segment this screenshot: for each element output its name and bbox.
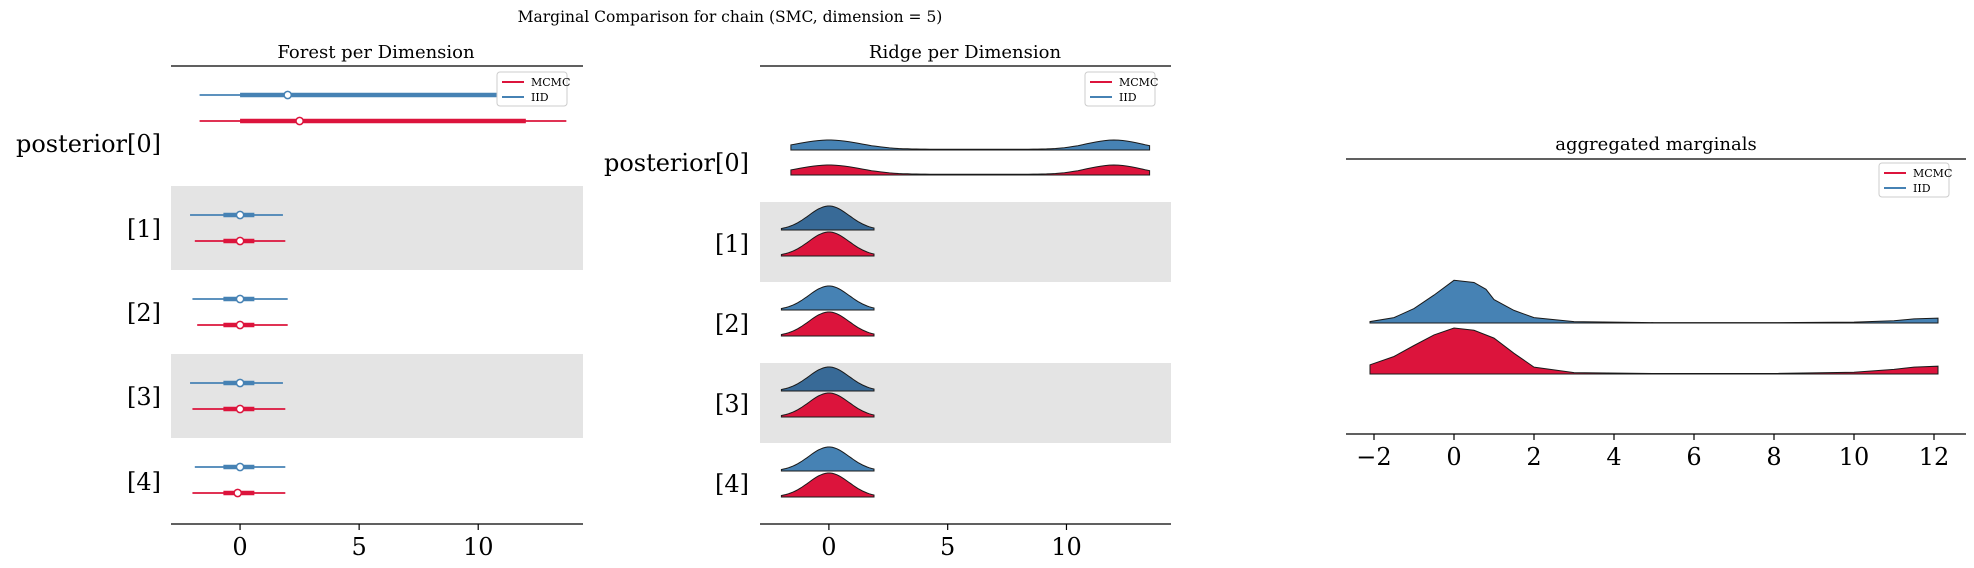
- ridge-density-iid-2: [780, 285, 875, 311]
- aggregated-tick-label-2: 2: [1526, 443, 1541, 471]
- ridge-tick-label-5: 5: [940, 533, 955, 561]
- ridge-density-mcmc-3: [780, 392, 875, 418]
- forest-median-mcmc-3: [235, 404, 245, 414]
- forest-x-axis: 0 5 10: [232, 524, 493, 561]
- ridge-density-iid-0: [790, 139, 1151, 151]
- forest-tick-label-10: 10: [463, 533, 494, 561]
- aggregated-panel-title: aggregated marginals: [1555, 134, 1756, 155]
- ridge-tick-label-0: 0: [821, 533, 836, 561]
- ridge-panel: Ridge per Dimension posterior[0] [1] [2] [3…: [604, 42, 1171, 561]
- ridge-legend: MCMC IID: [1084, 71, 1158, 107]
- forest-y-label-2: [2]: [127, 299, 161, 327]
- ridge-tick-label-10: 10: [1051, 533, 1082, 561]
- forest-y-label-4: [4]: [127, 468, 161, 496]
- aggregated-tick-label-12: 12: [1919, 443, 1950, 471]
- forest-legend: MCMC IID: [496, 71, 570, 107]
- forest-median-iid-3: [235, 378, 245, 388]
- forest-median-mcmc-0: [295, 116, 304, 126]
- ridge-densities: [780, 139, 1151, 498]
- aggregated-density-mcmc: [1369, 327, 1939, 375]
- ridge-y-label-0: posterior[0]: [604, 149, 749, 177]
- figure-title: Marginal Comparison for chain (SMC, dime…: [518, 8, 943, 26]
- forest-band-1: [171, 186, 583, 270]
- aggregated-legend: MCMC IID: [1878, 162, 1952, 198]
- forest-panel-title: Forest per Dimension: [277, 42, 475, 63]
- aggregated-legend-label-iid: IID: [1913, 182, 1931, 195]
- aggregated-densities: [1369, 279, 1939, 375]
- ridge-density-iid-4: [780, 446, 875, 472]
- aggregated-tick-label-0: 0: [1446, 443, 1461, 471]
- forest-y-axis-labels: posterior[0] [1] [2] [3] [4]: [16, 130, 161, 496]
- forest-band-3: [171, 354, 583, 438]
- ridge-y-label-2: [2]: [715, 310, 749, 338]
- forest-median-mcmc-4: [233, 488, 243, 498]
- forest-y-label-3: [3]: [127, 383, 161, 411]
- aggregated-legend-label-mcmc: MCMC: [1913, 167, 1952, 180]
- aggregated-tick-label-10: 10: [1839, 443, 1870, 471]
- aggregated-tick-label-6: 6: [1686, 443, 1701, 471]
- forest-y-label-0: posterior[0]: [16, 130, 161, 158]
- aggregated-tick-label--2: −2: [1356, 443, 1391, 471]
- aggregated-density-iid: [1369, 279, 1939, 324]
- ridge-panel-title: Ridge per Dimension: [869, 42, 1062, 63]
- forest-median-iid-1: [235, 210, 245, 220]
- ridge-density-mcmc-2: [780, 311, 875, 337]
- ridge-legend-label-iid: IID: [1119, 91, 1137, 104]
- forest-y-label-1: [1]: [127, 215, 161, 243]
- forest-tick-label-5: 5: [351, 533, 366, 561]
- forest-median-mcmc-1: [235, 236, 245, 246]
- ridge-y-label-1: [1]: [715, 230, 749, 258]
- forest-tick-label-0: 0: [232, 533, 247, 561]
- ridge-density-iid-1: [780, 205, 875, 231]
- forest-median-iid-2: [235, 294, 245, 304]
- ridge-density-mcmc-0: [790, 164, 1151, 176]
- forest-shaded-bands: [171, 186, 583, 438]
- forest-legend-label-mcmc: MCMC: [531, 76, 570, 89]
- ridge-y-label-3: [3]: [715, 390, 749, 418]
- ridge-y-axis-labels: posterior[0] [1] [2] [3] [4]: [604, 149, 749, 498]
- forest-legend-label-iid: IID: [531, 91, 549, 104]
- ridge-density-mcmc-4: [780, 472, 875, 498]
- ridge-density-mcmc-1: [780, 231, 875, 257]
- aggregated-tick-label-4: 4: [1606, 443, 1621, 471]
- forest-median-iid-0: [283, 90, 293, 100]
- aggregated-tick-label-8: 8: [1766, 443, 1781, 471]
- ridge-y-label-4: [4]: [715, 470, 749, 498]
- ridge-x-axis: 0 5 10: [821, 524, 1082, 561]
- ridge-density-iid-3: [780, 366, 875, 392]
- forest-median-iid-4: [235, 462, 245, 472]
- ridge-legend-label-mcmc: MCMC: [1119, 76, 1158, 89]
- forest-marks: [190, 90, 567, 498]
- aggregated-x-axis: −2 0 2 4 6 8 10 12: [1356, 434, 1949, 471]
- forest-panel: Forest per Dimension posterior[0] [1] [2] […: [16, 42, 583, 561]
- aggregated-panel: aggregated marginals −2 0 2 4 6 8 10 12 MCMC IID: [1346, 134, 1966, 471]
- forest-median-mcmc-2: [235, 320, 245, 330]
